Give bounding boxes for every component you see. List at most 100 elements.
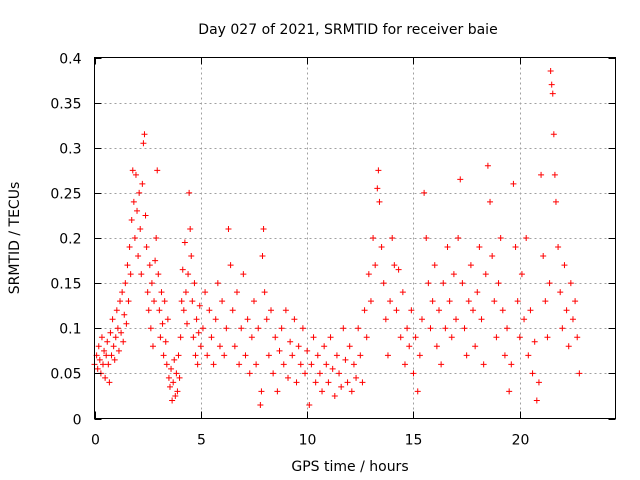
data-point — [493, 334, 500, 341]
data-point — [491, 298, 498, 305]
data-point — [327, 334, 334, 341]
data-point — [240, 271, 247, 278]
x-axis-label: GPS time / hours — [291, 459, 408, 475]
data-point — [250, 298, 257, 305]
data-point — [510, 180, 517, 187]
data-point — [299, 325, 306, 332]
data-point — [378, 244, 385, 251]
data-point — [380, 280, 387, 287]
data-point — [117, 298, 124, 305]
data-point — [408, 307, 415, 314]
data-point — [136, 189, 143, 196]
data-point — [140, 140, 147, 147]
data-point — [355, 325, 362, 332]
data-point — [272, 334, 279, 341]
data-point — [258, 388, 265, 395]
data-point — [141, 131, 148, 138]
data-point — [154, 167, 161, 174]
data-point — [131, 235, 138, 241]
data-point — [236, 361, 243, 368]
data-point — [100, 361, 107, 368]
data-point — [467, 262, 474, 269]
data-point — [229, 307, 236, 314]
data-point — [542, 298, 549, 305]
data-point — [316, 370, 323, 377]
data-point — [278, 325, 285, 332]
data-point — [523, 235, 530, 241]
data-point — [540, 253, 547, 260]
data-point — [280, 361, 287, 368]
data-point — [143, 244, 150, 251]
x-tick-label: 10 — [299, 433, 317, 449]
data-point — [147, 325, 154, 332]
data-point — [130, 198, 137, 205]
data-point — [158, 289, 165, 296]
data-point — [122, 280, 129, 287]
data-point — [429, 298, 436, 305]
data-point — [257, 401, 264, 408]
data-point — [567, 280, 574, 287]
data-point — [120, 338, 127, 345]
data-point — [186, 189, 193, 196]
data-point — [157, 334, 164, 341]
data-point — [382, 316, 389, 323]
data-point — [170, 379, 177, 386]
data-point — [180, 307, 187, 314]
data-point — [312, 379, 319, 386]
data-point — [359, 379, 366, 386]
data-point — [444, 244, 451, 251]
data-point — [160, 352, 167, 359]
data-point — [427, 325, 434, 332]
data-point — [367, 298, 374, 305]
data-point — [474, 289, 481, 296]
data-point — [121, 311, 128, 318]
data-point — [395, 266, 402, 273]
data-point — [151, 298, 158, 305]
data-point — [450, 271, 457, 278]
data-point — [169, 397, 176, 404]
data-point — [438, 361, 445, 368]
data-point — [132, 171, 139, 178]
data-point — [223, 325, 230, 332]
data-point — [173, 370, 180, 377]
data-point — [261, 289, 268, 296]
x-tick-label: 20 — [512, 433, 530, 449]
y-tick-label: 0.25 — [50, 187, 81, 203]
data-point — [219, 298, 226, 305]
data-point — [412, 334, 419, 341]
data-point — [161, 298, 168, 305]
data-point — [194, 361, 201, 368]
data-point — [193, 316, 200, 323]
data-point — [552, 198, 559, 205]
data-point — [118, 329, 125, 336]
data-point — [189, 298, 196, 305]
data-point — [325, 379, 332, 386]
data-point — [244, 316, 251, 323]
data-point — [399, 289, 406, 296]
data-point — [166, 383, 173, 390]
data-point — [163, 361, 170, 368]
data-point — [260, 225, 267, 232]
data-point — [565, 343, 572, 350]
data-point — [242, 352, 249, 359]
data-point — [531, 338, 538, 345]
data-point — [103, 352, 110, 359]
data-point — [459, 280, 466, 287]
data-point — [142, 212, 149, 219]
data-point — [372, 262, 379, 269]
data-point — [435, 307, 442, 314]
data-point — [440, 280, 447, 287]
data-point — [139, 180, 146, 187]
data-point — [401, 361, 408, 368]
data-point — [112, 334, 119, 341]
data-point — [457, 176, 464, 183]
data-point — [514, 298, 521, 305]
data-point — [185, 271, 192, 278]
data-point — [576, 370, 583, 377]
data-point — [231, 343, 238, 350]
data-point — [135, 253, 142, 260]
data-point — [165, 374, 172, 381]
data-point — [246, 370, 253, 377]
data-point — [291, 316, 298, 323]
data-point — [504, 325, 511, 332]
